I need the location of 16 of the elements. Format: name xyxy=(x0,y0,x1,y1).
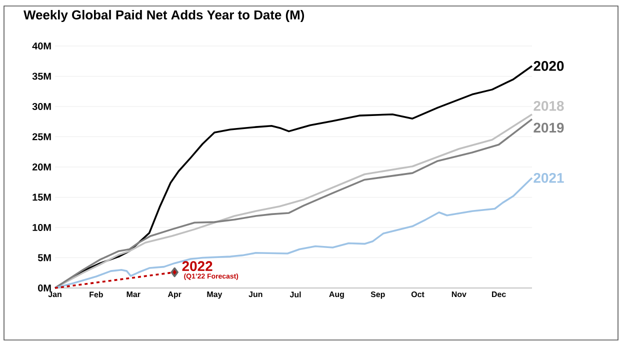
series-label: 2018 xyxy=(534,100,564,111)
series-label: 2020 xyxy=(534,61,564,71)
line-series xyxy=(54,176,533,289)
y-tick-label: 25M xyxy=(32,133,51,140)
y-tick-label: 10M xyxy=(32,224,51,232)
series-label: 2022 xyxy=(182,261,212,272)
series-label: 2021 xyxy=(534,172,564,183)
y-tick-label: 40M xyxy=(32,42,51,50)
chart-title: Weekly Global Paid Net Adds Year to Date (M) xyxy=(24,10,304,22)
y-tick-label: 0M xyxy=(38,284,51,292)
y-tick-label: 15M xyxy=(32,194,51,201)
y-tick-label: 5M xyxy=(38,254,51,262)
y-tick-label: 30M xyxy=(32,102,51,110)
y-tick-label: 20M xyxy=(32,163,51,171)
y-tick-label: 35M xyxy=(32,72,51,80)
series-label: 2019 xyxy=(534,122,564,133)
